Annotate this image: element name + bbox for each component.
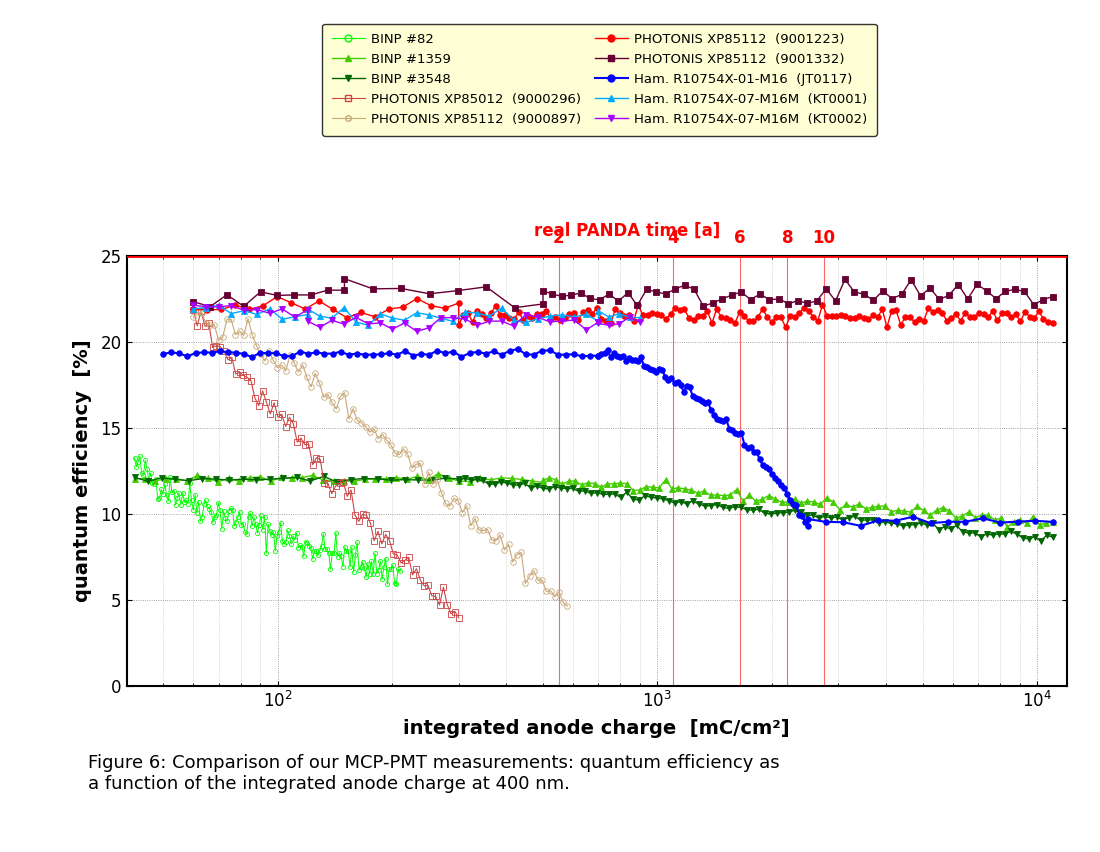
Text: Figure 6: Comparison of our MCP-PMT measurements: quantum efficiency as
a functi: Figure 6: Comparison of our MCP-PMT meas… (88, 754, 780, 793)
Text: 2: 2 (553, 229, 564, 247)
Text: 8: 8 (781, 229, 793, 247)
Y-axis label: quantum efficiency  [%]: quantum efficiency [%] (74, 339, 92, 602)
Text: real PANDA time [a]: real PANDA time [a] (534, 222, 720, 240)
X-axis label: integrated anode charge  [mC/cm²]: integrated anode charge [mC/cm²] (404, 719, 790, 738)
Text: 10: 10 (813, 229, 836, 247)
Text: 4: 4 (668, 229, 679, 247)
Legend: BINP #82, BINP #1359, BINP #3548, PHOTONIS XP85012  (9000296), PHOTONIS XP85112 : BINP #82, BINP #1359, BINP #3548, PHOTON… (322, 24, 877, 135)
Text: 6: 6 (734, 229, 746, 247)
